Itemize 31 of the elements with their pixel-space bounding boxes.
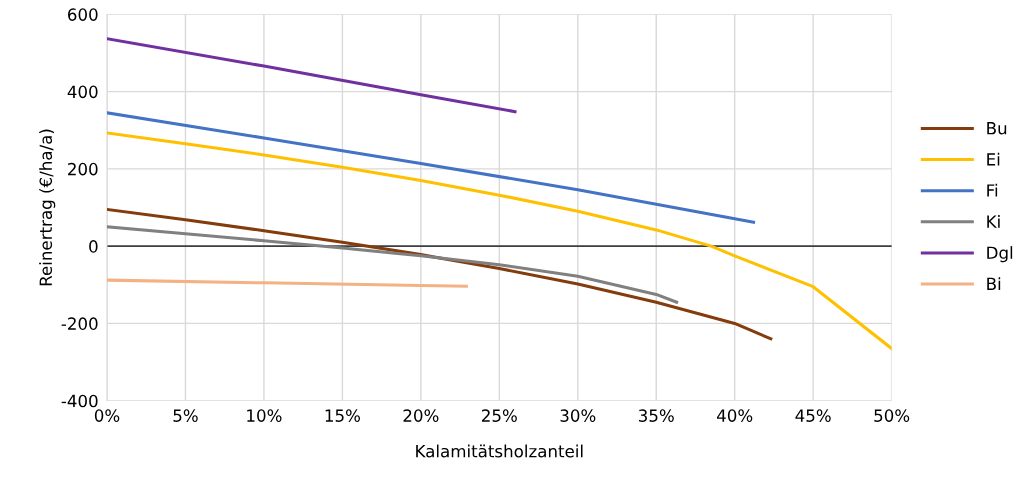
x-tick-label: 35% [638, 409, 674, 422]
x-tick-label: 10% [247, 409, 282, 422]
legend-label: Bu [987, 122, 1007, 135]
line-series [107, 225, 679, 304]
x-tick-label: 40% [716, 409, 753, 422]
x-tick-label: 30% [560, 409, 596, 422]
y-tick-label: 0 [89, 240, 98, 253]
legend-label: Dgl [987, 246, 1013, 263]
y-tick-label: 400 [67, 85, 98, 99]
line-series [107, 111, 756, 224]
y-tick-label: -400 [61, 394, 98, 408]
line-series [107, 278, 468, 288]
y-tick-label: -200 [61, 317, 98, 330]
x-tick-label: 25% [482, 409, 517, 422]
x-tick-label: 20% [403, 409, 439, 422]
x-tick-label: 15% [325, 409, 360, 422]
legend-label: Ei [987, 152, 1000, 166]
x-axis-title: Kalamitätsholzanteil [416, 444, 583, 458]
line-series [107, 37, 517, 114]
y-tick-label: 600 [68, 8, 98, 21]
y-tick-label: 200 [68, 162, 98, 176]
x-tick-label: 50% [874, 409, 910, 422]
line-series [107, 207, 773, 341]
line-series [107, 131, 892, 351]
legend-label: Fi [987, 183, 998, 197]
legend-label: Ki [987, 214, 1000, 228]
legend-label: Bi [987, 277, 1001, 290]
x-tick-label: 45% [795, 409, 831, 422]
x-tick-label: 0% [94, 409, 120, 422]
y-axis-title: Reinertrag (€/ha/a) [39, 129, 56, 286]
x-tick-label: 5% [173, 409, 198, 422]
